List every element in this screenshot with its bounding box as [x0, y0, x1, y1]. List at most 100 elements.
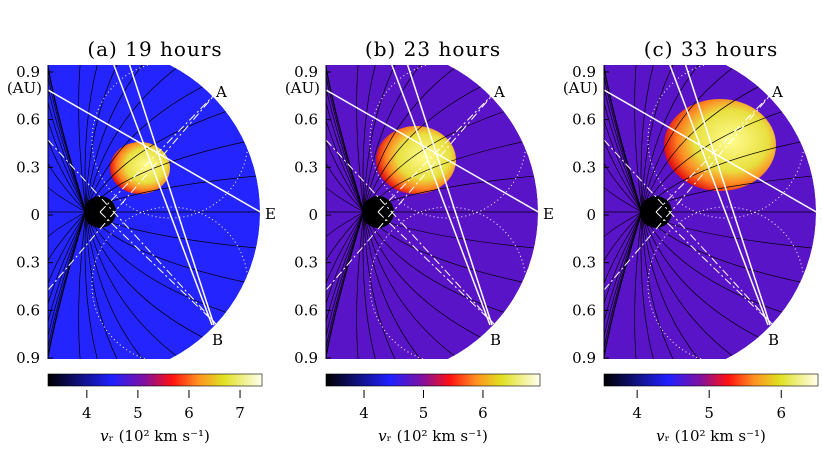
colorbar-tick-label: 6	[776, 404, 786, 422]
dash-dot-line	[377, 211, 496, 326]
colorbar	[325, 373, 541, 387]
field-line	[326, 145, 365, 213]
field-line	[604, 114, 643, 213]
field-line	[363, 211, 539, 359]
field-line	[604, 211, 643, 359]
los-line	[326, 89, 539, 214]
field-line	[85, 211, 237, 359]
y-tick-label: 0.3	[16, 158, 40, 176]
colorbar-tick-label: 4	[82, 404, 92, 422]
colorbar-tick-label: 6	[478, 404, 488, 422]
field-line	[641, 65, 817, 213]
y-tick-label: 0.6	[294, 301, 318, 319]
field-line	[604, 65, 643, 213]
field-line	[48, 211, 87, 359]
field-line	[84, 211, 155, 359]
y-tick-label: 0.6	[16, 301, 40, 319]
field-line	[604, 178, 643, 213]
field-line	[48, 211, 87, 310]
field-line	[640, 211, 711, 359]
field-line	[362, 211, 433, 359]
field-line	[363, 211, 475, 359]
point-label: B	[490, 331, 501, 349]
field-line	[48, 65, 87, 213]
field-line	[640, 65, 711, 213]
field-line	[326, 65, 365, 213]
dash-dot-line	[604, 139, 774, 326]
colorbar-tick-label: 4	[359, 404, 369, 422]
field-line	[363, 211, 539, 340]
field-line	[48, 65, 87, 213]
colorbar-label: 𝑣ᵣ (10² km s⁻¹)	[656, 427, 766, 445]
field-line	[326, 65, 365, 213]
point-label: E	[265, 205, 276, 223]
los-line	[111, 65, 213, 326]
field-line	[84, 65, 155, 213]
colorbar-label: 𝑣ᵣ (10² km s⁻¹)	[100, 427, 210, 445]
y-tick-label: 0.3	[294, 158, 318, 176]
y-unit: (AU)	[285, 79, 320, 97]
field-line	[85, 211, 261, 340]
field-line	[604, 65, 643, 213]
field-line	[604, 211, 643, 338]
field-line	[48, 211, 87, 338]
dash-dot-line	[326, 91, 496, 291]
los-line	[389, 65, 491, 326]
field-line	[363, 65, 539, 213]
colorbar-tick-label: 5	[704, 404, 714, 422]
dash-dot-line	[48, 139, 218, 326]
colorbar-tick-label: 7	[235, 404, 245, 422]
field-line	[641, 211, 817, 359]
y-tick-label: 0.9	[294, 349, 318, 367]
field-line	[48, 114, 87, 213]
los-line	[48, 89, 261, 214]
field-line	[48, 211, 87, 359]
dash-dot-line	[604, 91, 774, 291]
los-line	[405, 65, 493, 326]
dash-dot-line	[326, 139, 496, 326]
field-line	[78, 65, 111, 213]
field-line	[85, 65, 237, 213]
field-line	[48, 211, 87, 279]
colorbar-tick-label: 6	[184, 404, 194, 422]
los-line	[667, 65, 769, 326]
panel-title: (b) 23 hours	[365, 37, 501, 61]
colorbar-tick-label: 5	[133, 404, 143, 422]
field-line	[85, 65, 261, 213]
field-line	[48, 211, 87, 359]
y-tick-label: 0.3	[16, 254, 40, 272]
field-line	[604, 211, 643, 359]
panel-title: (a) 19 hours	[87, 37, 222, 61]
panel	[326, 65, 539, 359]
field-line	[634, 65, 667, 213]
field-line	[604, 86, 643, 213]
field-line	[48, 178, 87, 213]
dash-dot-line	[99, 211, 218, 326]
panel-title: (c) 33 hours	[644, 37, 779, 61]
dash-dot-line	[48, 91, 218, 291]
y-tick-label: 0.6	[572, 301, 596, 319]
field-line	[604, 211, 643, 359]
field-line	[641, 211, 753, 359]
field-line	[604, 65, 643, 213]
field-line	[604, 65, 643, 213]
y-tick-label: 0.6	[16, 111, 40, 129]
y-tick-label: 0.6	[572, 111, 596, 129]
y-tick-label: 0.9	[572, 63, 596, 81]
field-line	[641, 211, 793, 359]
point-label: E	[543, 205, 554, 223]
field-line	[85, 211, 197, 359]
field-line	[363, 84, 539, 213]
field-line	[48, 211, 87, 246]
field-line	[85, 211, 261, 359]
colorbar-label: 𝑣ᵣ (10² km s⁻¹)	[378, 427, 488, 445]
y-tick-label: 0.9	[16, 63, 40, 81]
field-line	[326, 178, 365, 213]
field-line	[604, 211, 643, 279]
ejecta	[110, 142, 170, 194]
ejecta	[376, 126, 456, 194]
field-line	[363, 65, 539, 213]
field-line	[641, 211, 817, 340]
